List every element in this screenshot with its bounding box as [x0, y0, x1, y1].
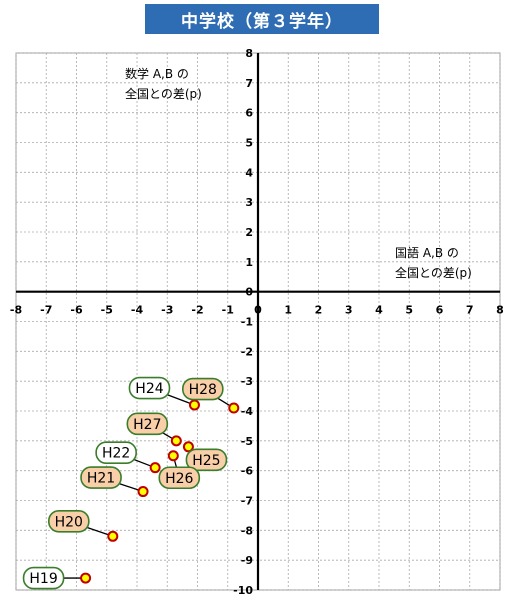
point-label-box: [182, 377, 224, 401]
x-tick-label: -4: [131, 304, 144, 317]
x-tick-label: -6: [70, 304, 83, 317]
y-tick-label: -7: [241, 495, 253, 508]
x-tick-label: 2: [315, 304, 323, 317]
point-label: H20: [47, 509, 90, 533]
point-label-text: H22: [102, 446, 130, 462]
point-label: H22: [95, 441, 137, 464]
y-axis-label-line-1: 数学 A,B の: [125, 67, 189, 81]
point-label-box: [126, 412, 169, 436]
y-tick-label: -9: [241, 554, 253, 567]
x-tick-label: -3: [161, 304, 173, 317]
y-tick-label: 7: [245, 77, 253, 90]
chart-title: 中学校（第３学年）: [145, 4, 379, 34]
data-point: [228, 402, 240, 414]
point-labels: H19 H20 H21 H22 H24 H25 H26 H27 H28: [22, 376, 228, 590]
x-tick-label: 0: [254, 304, 262, 317]
point-label: H28: [182, 377, 224, 401]
point-label-text: H26: [165, 471, 193, 487]
x-axis-label: 国語 A,B の 全国との差(p): [395, 243, 472, 283]
point-label-text: H19: [29, 571, 57, 587]
data-point: [167, 450, 179, 462]
x-tick-label: 7: [466, 304, 474, 317]
y-tick-label: -2: [241, 345, 253, 358]
point-label-text: H25: [192, 453, 220, 469]
y-tick-label: 2: [245, 226, 253, 239]
y-tick-label: -3: [241, 375, 253, 388]
x-tick-label: -2: [191, 304, 203, 317]
y-tick-label: 6: [245, 107, 253, 120]
point-label: H19: [22, 566, 65, 590]
x-tick-label: -7: [40, 304, 52, 317]
x-axis-label-line-1: 国語 A,B の: [395, 246, 459, 260]
x-tick-label: 5: [405, 304, 413, 317]
point-label-box: [128, 376, 171, 400]
y-tick-label: 1: [245, 256, 253, 269]
y-tick-label: 3: [245, 196, 253, 209]
tick-labels: -8 -7 -6 -5 -4 -3 -2 -1 0 1 2 3 4 5 6 7 8876543210-1-2-3…: [10, 47, 504, 597]
x-tick-label: 6: [436, 304, 444, 317]
y-tick-label: 5: [245, 137, 253, 150]
point-label-text: H24: [135, 381, 163, 397]
point-label-box: [185, 448, 228, 472]
x-tick-label: 3: [345, 304, 353, 317]
x-tick-label: 8: [496, 304, 504, 317]
y-tick-label: 0: [245, 286, 253, 299]
point-label-box: [22, 566, 65, 590]
axes: [16, 53, 500, 590]
y-tick-label: -5: [241, 435, 253, 448]
point-label: H25: [185, 448, 228, 472]
y-tick-label: -10: [233, 584, 253, 597]
point-label-text: H27: [133, 417, 161, 433]
point-label: H21: [80, 466, 122, 489]
point-label-text: H28: [189, 382, 217, 398]
y-tick-label: -6: [241, 465, 254, 478]
point-label-box: [158, 466, 201, 490]
y-axis-label: 数学 A,B の 全国との差(p): [125, 64, 202, 104]
point-label: H26: [158, 466, 201, 490]
point-label-text: H21: [87, 471, 115, 487]
data-point: [80, 572, 92, 584]
x-tick-label: -1: [222, 304, 234, 317]
point-label-text: H20: [55, 514, 83, 530]
x-axis-label-line-2: 全国との差(p): [395, 266, 472, 280]
y-axis-label-line-2: 全国との差(p): [125, 87, 202, 101]
y-tick-label: -8: [241, 524, 253, 537]
y-tick-label: 8: [245, 47, 253, 60]
y-tick-label: 4: [245, 166, 253, 179]
point-label: H24: [128, 376, 171, 400]
point-label-box: [47, 509, 90, 533]
data-point: [107, 530, 119, 542]
data-points: [80, 399, 240, 584]
data-point: [137, 486, 149, 498]
y-tick-label: -4: [241, 405, 254, 418]
x-tick-label: -5: [101, 304, 113, 317]
point-label-box: [80, 466, 122, 489]
data-point: [149, 462, 161, 474]
data-point: [170, 435, 182, 447]
y-tick-label: -1: [241, 316, 253, 329]
data-point: [182, 441, 194, 453]
x-tick-label: -8: [10, 304, 22, 317]
point-label-box: [95, 441, 137, 464]
data-point: [188, 399, 200, 411]
x-tick-label: 4: [375, 304, 383, 317]
point-label: H27: [126, 412, 169, 436]
x-tick-label: 1: [284, 304, 292, 317]
